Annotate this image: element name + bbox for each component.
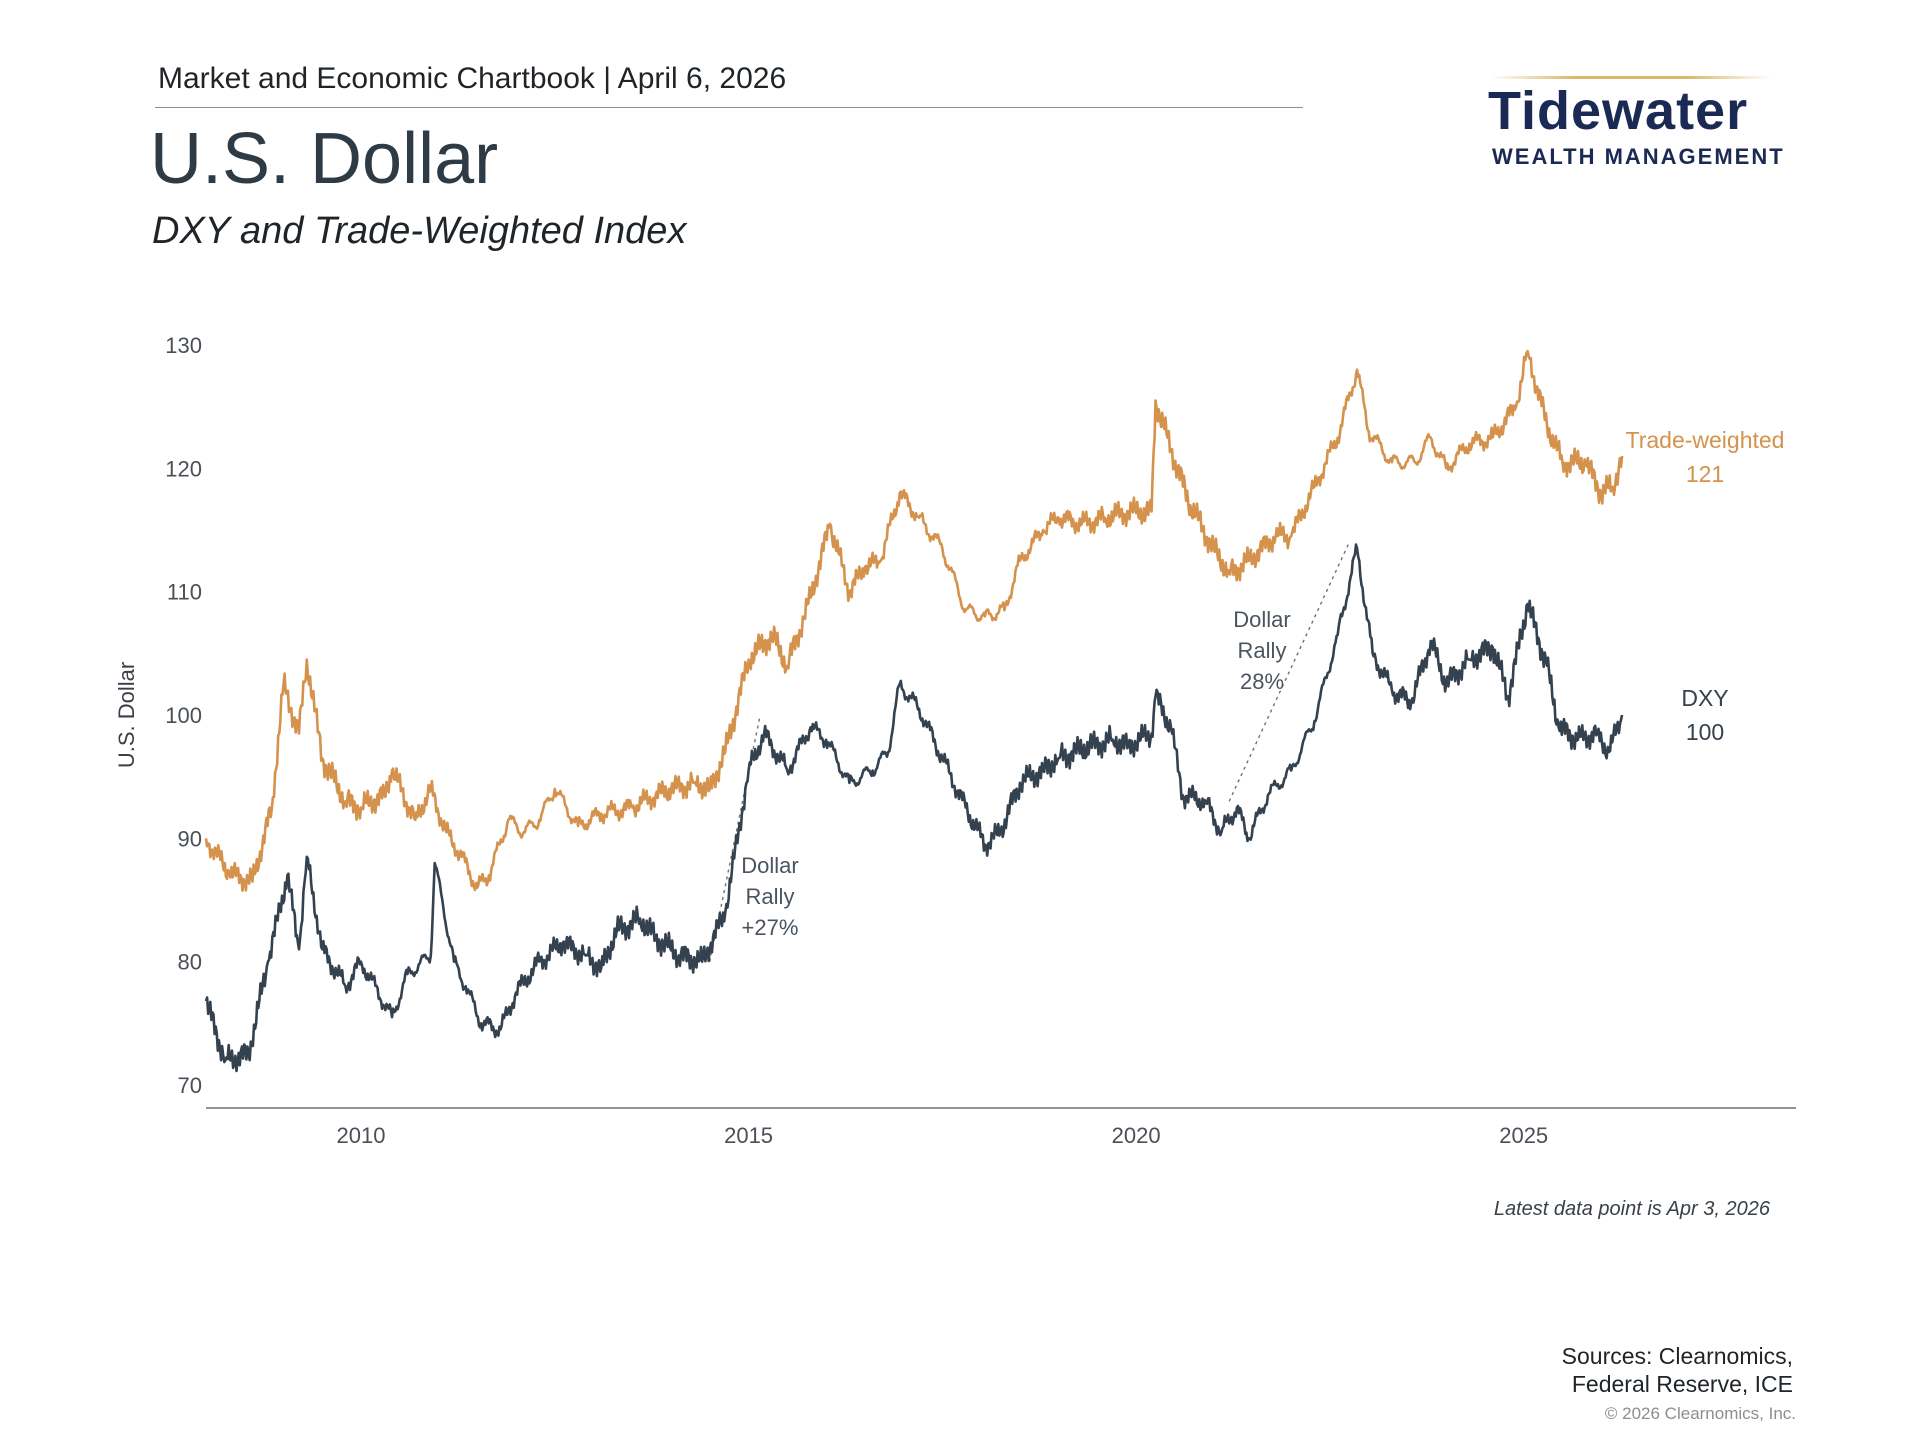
series-line-trade-weighted	[204, 349, 1624, 892]
x-tick-label: 2025	[1499, 1123, 1548, 1148]
y-tick-label: 110	[167, 580, 202, 605]
y-tick-label: 90	[178, 826, 202, 851]
series-line-dxy	[204, 543, 1624, 1073]
series-label-dxy: DXY	[1681, 685, 1728, 711]
page-title: U.S. Dollar	[150, 119, 499, 199]
x-tick-label: 2020	[1112, 1123, 1161, 1148]
rally-annotation-text: Rally	[746, 884, 795, 909]
rally-annotation-text: Dollar	[741, 853, 798, 878]
rally-annotation-text: +27%	[742, 915, 799, 940]
y-tick-label: 80	[178, 950, 202, 975]
y-tick-label: 130	[165, 333, 202, 358]
logo-tagline: WEALTH MANAGEMENT	[1492, 144, 1785, 169]
rally-annotation-text: Dollar	[1233, 607, 1290, 632]
sources-line-2: Federal Reserve, ICE	[1571, 1371, 1793, 1397]
rally-annotation-text: Rally	[1238, 638, 1287, 663]
copyright-note: © 2026 Clearnomics, Inc.	[1604, 1404, 1796, 1423]
sources-note: Sources: Clearnomics, Federal Reserve, I…	[1562, 1342, 1793, 1398]
sources-line-1: Sources: Clearnomics,	[1561, 1343, 1793, 1369]
x-tick-label: 2015	[724, 1123, 773, 1148]
series-value-dxy: 100	[1686, 719, 1724, 745]
x-tick-label: 2010	[337, 1123, 386, 1148]
dollar-line-chart: U.S. Dollar 70 80 90 100 110 120 130 2010 2015 202…	[114, 333, 1796, 1148]
y-tick-label: 70	[178, 1073, 202, 1098]
series-value-trade-weighted: 121	[1686, 461, 1724, 487]
latest-data-note: Latest data point is Apr 3, 2026	[1493, 1198, 1770, 1220]
page-subtitle: DXY and Trade-Weighted Index	[152, 210, 687, 252]
y-tick-label: 100	[165, 703, 202, 728]
company-logo: Tidewater WEALTH MANAGEMENT	[1488, 70, 1783, 180]
rally-annotation-text: 28%	[1240, 669, 1284, 694]
y-axis-title: U.S. Dollar	[114, 662, 139, 768]
rally-trend-line	[1228, 542, 1350, 802]
header-divider	[155, 107, 1303, 108]
chartbook-header: Market and Economic Chartbook | April 6,…	[158, 62, 787, 95]
y-tick-label: 120	[165, 456, 202, 481]
logo-accent-bar	[1490, 76, 1772, 79]
logo-wordmark: Tidewater	[1488, 81, 1749, 141]
series-label-trade-weighted: Trade-weighted	[1626, 427, 1785, 453]
